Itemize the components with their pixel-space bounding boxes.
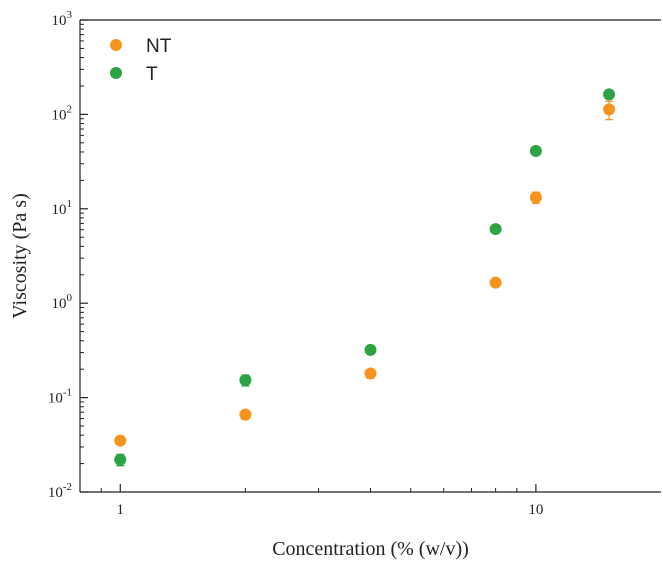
y-tick-label: 103 (52, 9, 73, 29)
y-tick-label: 100 (52, 292, 73, 312)
data-point (239, 374, 252, 387)
y-tick-label: 102 (52, 103, 73, 123)
y-axis-ticks: 10-2 10-1 100 101 102 103 (48, 9, 88, 501)
data-point (529, 191, 542, 204)
data-point (603, 103, 616, 116)
y-axis-label: Viscosity (Pa s) (9, 193, 31, 318)
legend-label: NT (146, 36, 172, 57)
legend: NT T (110, 36, 172, 85)
series-T (114, 88, 616, 467)
data-point (114, 453, 127, 466)
legend-marker (110, 67, 122, 79)
data-point (489, 276, 502, 289)
legend-label: T (146, 64, 158, 85)
x-tick-label: 1 (117, 502, 125, 518)
data-point (364, 367, 377, 380)
x-tick-label: 10 (528, 502, 543, 518)
data-point (529, 144, 542, 157)
x-axis-label: Concentration (% (w/v)) (272, 538, 469, 560)
data-point (603, 88, 616, 101)
data-point (239, 408, 252, 421)
data-point (114, 434, 127, 447)
y-tick-label: 10-2 (48, 481, 72, 501)
y-tick-label: 101 (52, 198, 73, 218)
plot-frame (79, 19, 661, 493)
data-point (364, 343, 377, 356)
data-point (489, 223, 502, 236)
series-NT (114, 100, 616, 447)
y-tick-label: 10-1 (48, 387, 72, 407)
x-axis-ticks: 1 10 (100, 484, 543, 518)
data-series (114, 88, 616, 467)
legend-marker (110, 39, 122, 51)
